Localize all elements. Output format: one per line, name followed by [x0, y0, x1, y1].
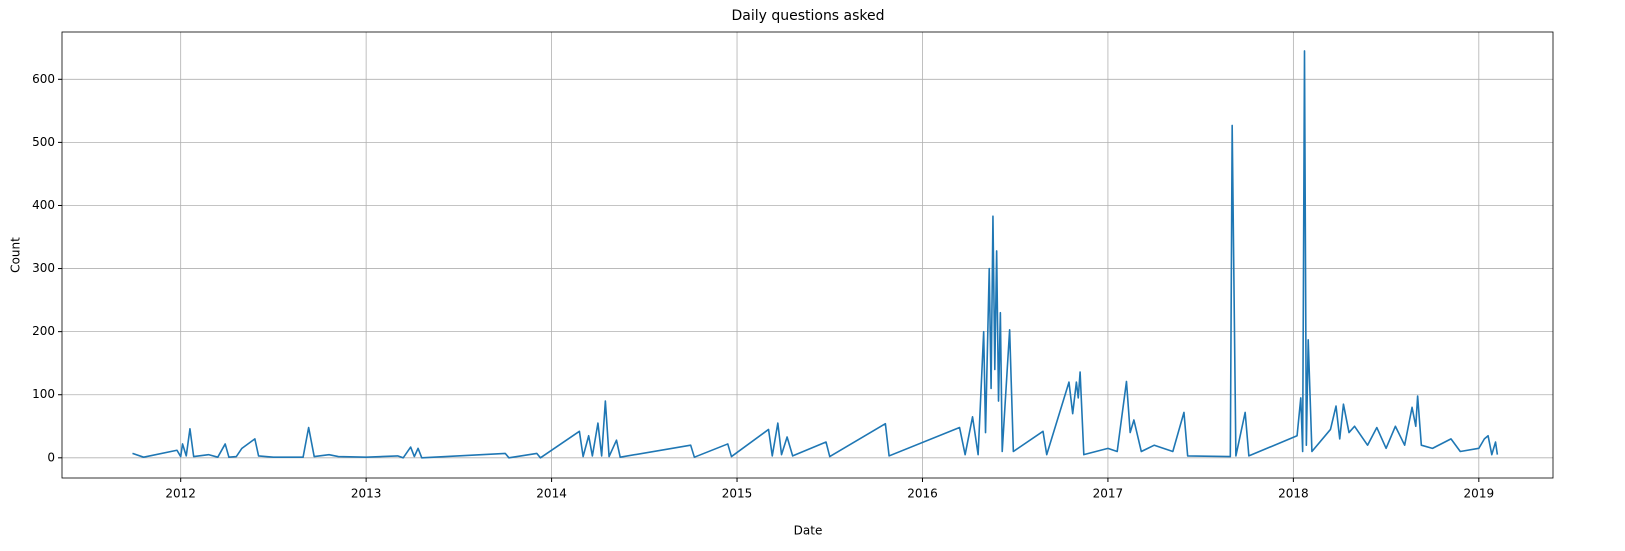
y-tick-label: 300 [32, 261, 55, 275]
x-tick-label: 2013 [351, 487, 382, 501]
series-line [132, 50, 1499, 459]
x-tick-label: 2017 [1093, 487, 1124, 501]
chart-title: Daily questions asked [731, 8, 884, 24]
x-tick-label: 2012 [165, 487, 196, 501]
x-tick-label: 2014 [536, 487, 567, 501]
y-axis-label: Count [9, 237, 23, 273]
y-tick-label: 100 [32, 387, 55, 401]
y-tick-label: 0 [47, 450, 55, 464]
y-tick-label: 500 [32, 135, 55, 149]
x-axis-label: Date [794, 524, 823, 538]
plot-frame [61, 31, 1554, 479]
x-tick-label: 2018 [1278, 487, 1309, 501]
y-tick-label: 200 [32, 324, 55, 338]
y-tick-label: 400 [32, 198, 55, 212]
x-tick-label: 2016 [907, 487, 938, 501]
x-tick-label: 2019 [1464, 487, 1495, 501]
x-tick-label: 2015 [722, 487, 753, 501]
y-tick-label: 600 [32, 72, 55, 86]
